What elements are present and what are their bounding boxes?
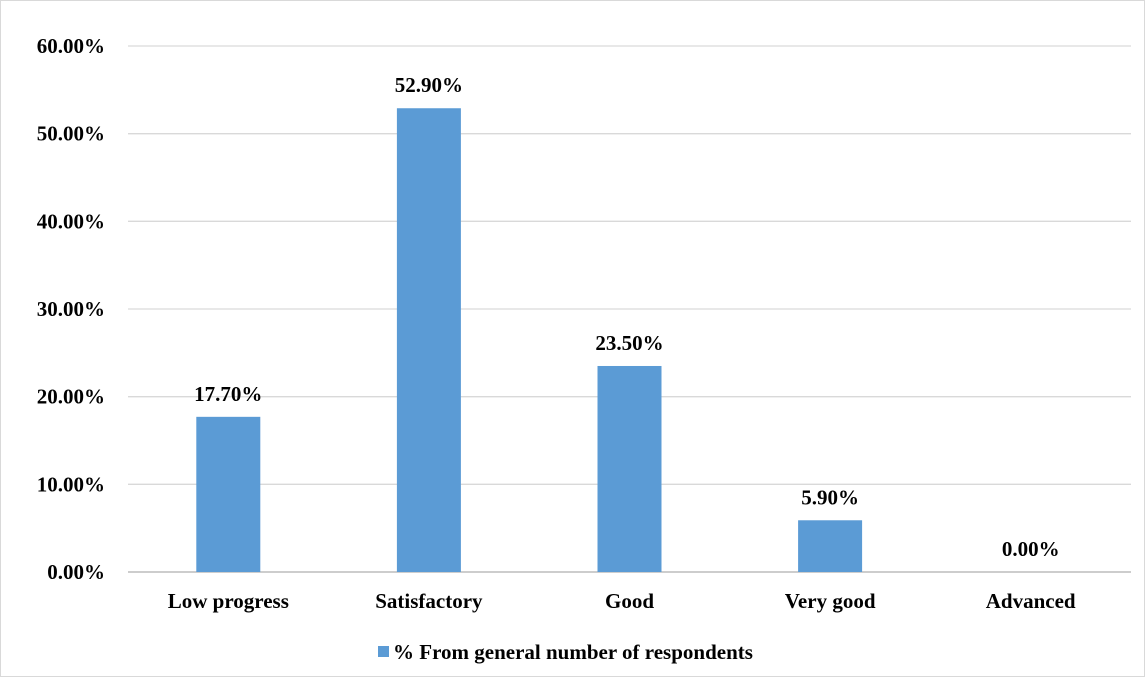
y-tick-label: 50.00%: [37, 122, 105, 146]
data-label: 17.70%: [194, 382, 262, 406]
y-tick-label: 60.00%: [37, 34, 105, 58]
bar-very-good: [798, 520, 863, 572]
y-tick-label: 0.00%: [47, 560, 105, 584]
x-axis-ticks: Low progress Satisfactory Good Very good Adv…: [168, 589, 1076, 613]
data-labels: 17.70% 52.90% 23.50% 5.90% 0.00%: [194, 73, 1059, 561]
legend: % From general number of respondents: [378, 640, 753, 664]
data-label: 23.50%: [595, 331, 663, 355]
y-tick-label: 30.00%: [37, 297, 105, 321]
bar-low-progress: [196, 416, 261, 572]
x-tick-label: Very good: [785, 589, 876, 613]
x-tick-label: Advanced: [986, 589, 1076, 613]
bar-satisfactory: [396, 108, 461, 572]
y-tick-label: 20.00%: [37, 385, 105, 409]
data-label: 5.90%: [801, 485, 859, 509]
y-axis-ticks: 0.00% 10.00% 20.00% 30.00% 40.00% 50.00% 60.00…: [37, 34, 105, 584]
bar-good: [597, 365, 662, 572]
legend-swatch: [378, 646, 389, 657]
legend-label: % From general number of respondents: [393, 640, 753, 664]
y-tick-label: 10.00%: [37, 472, 105, 496]
bars: [196, 108, 863, 572]
x-tick-label: Good: [605, 589, 654, 613]
y-tick-label: 40.00%: [37, 209, 105, 233]
x-tick-label: Satisfactory: [375, 589, 483, 613]
data-label: 0.00%: [1002, 537, 1060, 561]
data-label: 52.90%: [395, 73, 463, 97]
x-tick-label: Low progress: [168, 589, 289, 613]
